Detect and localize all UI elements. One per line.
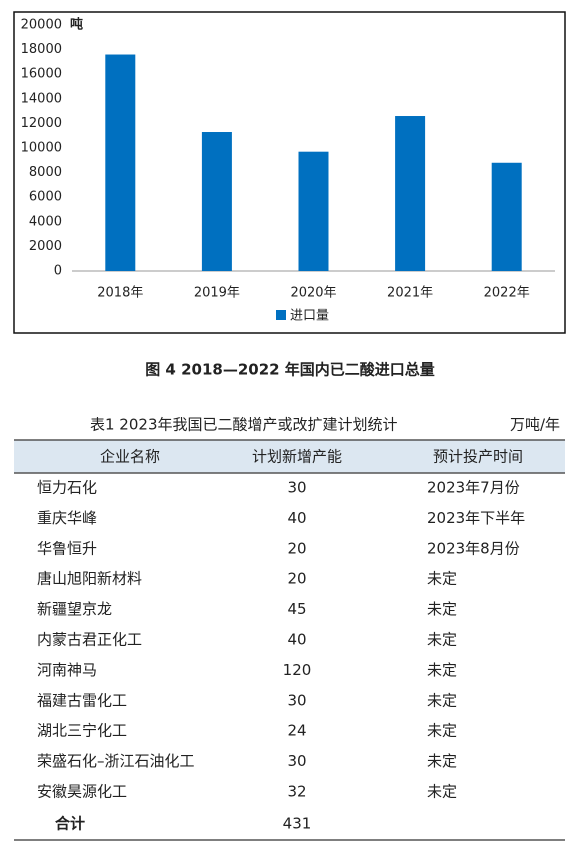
y-tick-label: 0	[54, 264, 62, 279]
x-tick-label: 2019年	[194, 286, 240, 301]
y-tick-label: 20000	[21, 18, 62, 33]
table-title: 表1 2023年我国已二酸增产或改扩建计划统计	[90, 416, 398, 434]
table-cell: 唐山旭阳新材料	[37, 570, 142, 588]
bar	[298, 151, 329, 271]
table-cell: 河南神马	[37, 661, 97, 679]
table-cell: 内蒙古君正化工	[37, 631, 142, 649]
y-tick-label: 18000	[21, 42, 62, 57]
table-header-cell: 企业名称	[100, 448, 160, 466]
table-cell: 20	[287, 539, 306, 557]
table-cell: 24	[287, 722, 306, 740]
table-cell: 2023年7月份	[427, 479, 520, 497]
table-header-cell: 预计投产时间	[433, 448, 523, 466]
table-cell: 恒力石化	[37, 479, 97, 497]
legend-label: 进口量	[290, 309, 329, 324]
table-cell: 30	[287, 752, 306, 770]
x-tick-label: 2022年	[484, 286, 530, 301]
table-total-value: 431	[283, 815, 312, 833]
table-cell: 30	[287, 479, 306, 497]
table-cell: 荣盛石化–浙江石油化工	[37, 752, 195, 770]
table-cell: 安徽昊源化工	[37, 783, 127, 801]
table-unit: 万吨/年	[510, 416, 560, 434]
chart-frame	[13, 11, 566, 334]
table-cell: 40	[287, 631, 306, 649]
table-header-cell: 计划新增产能	[252, 448, 342, 466]
x-tick-label: 2018年	[97, 286, 143, 301]
table-cell: 120	[283, 661, 312, 679]
table-cell: 40	[287, 509, 306, 527]
x-tick-label: 2021年	[387, 286, 433, 301]
table-cell: 未定	[427, 752, 457, 770]
table-cell: 未定	[427, 691, 457, 709]
table-cell: 30	[287, 691, 306, 709]
table-total-label: 合计	[54, 815, 85, 833]
table-cell: 45	[287, 600, 306, 618]
table-cell: 新疆望京龙	[37, 600, 112, 618]
table-cell: 32	[287, 783, 306, 801]
table-cell: 未定	[427, 631, 457, 649]
y-tick-label: 16000	[21, 67, 62, 82]
y-tick-label: 8000	[29, 165, 62, 180]
legend-swatch	[276, 310, 286, 320]
bar	[395, 116, 426, 272]
y-tick-label: 6000	[29, 190, 62, 205]
table-cell: 未定	[427, 783, 457, 801]
table-cell: 未定	[427, 661, 457, 679]
table-cell: 未定	[427, 722, 457, 740]
figure-caption: 图 4 2018—2022 年国内已二酸进口总量	[145, 361, 435, 379]
table-cell: 未定	[427, 570, 457, 588]
y-tick-label: 2000	[29, 239, 62, 254]
table-cell: 华鲁恒升	[37, 539, 97, 557]
y-tick-label: 14000	[21, 91, 62, 106]
table-cell: 2023年8月份	[427, 539, 520, 557]
table-cell: 湖北三宁化工	[37, 722, 127, 740]
bar	[491, 162, 522, 271]
table-cell: 重庆华峰	[37, 509, 97, 527]
y-tick-label: 4000	[29, 214, 62, 229]
table-cell: 福建古雷化工	[37, 691, 127, 709]
unit-label: 吨	[70, 17, 83, 33]
table-cell: 2023年下半年	[427, 509, 525, 527]
table-header-bg	[14, 440, 565, 473]
bar	[105, 54, 136, 271]
table-cell: 20	[287, 570, 306, 588]
x-tick-label: 2020年	[290, 286, 336, 301]
table-cell: 未定	[427, 600, 457, 618]
y-tick-label: 12000	[21, 116, 62, 131]
bar	[201, 132, 232, 271]
y-tick-label: 10000	[21, 141, 62, 156]
